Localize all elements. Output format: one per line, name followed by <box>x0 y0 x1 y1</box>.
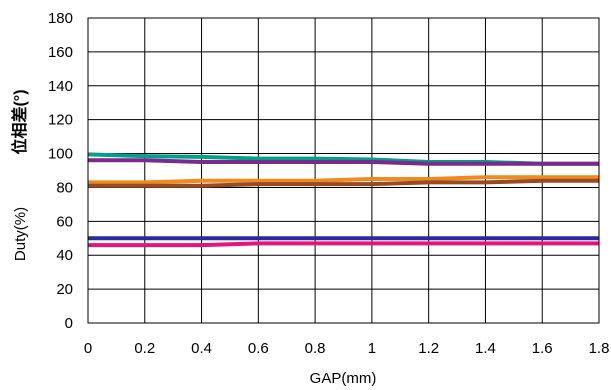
x-tick-label-9: 1.8 <box>589 340 610 357</box>
y-tick-label-6: 120 <box>48 112 73 129</box>
x-tick-label-5: 1 <box>368 340 376 357</box>
y-tick-label-5: 100 <box>48 146 73 163</box>
x-tick-label-1: 0.2 <box>134 340 155 357</box>
series-line-6 <box>88 241 599 248</box>
y-axis-title-duty: Duty(%) <box>12 207 29 261</box>
y-axis-title-phase: 位相差(°) <box>10 89 29 154</box>
plot-frame <box>87 17 600 324</box>
x-tick-label-4: 0.8 <box>305 340 326 357</box>
y-tick-label-1: 20 <box>56 281 73 298</box>
y-tick-label-3: 60 <box>56 213 73 230</box>
y-tick-label-0: 0 <box>65 315 73 332</box>
series-lines <box>87 152 599 248</box>
x-tick-label-3: 0.6 <box>248 340 269 357</box>
y-tick-labels: 0 20 40 60 80 100 120 140 160 180 <box>48 10 73 332</box>
series-line-4 <box>88 178 599 188</box>
y-tick-label-8: 160 <box>48 44 73 61</box>
x-tick-label-6: 1.2 <box>418 340 439 357</box>
y-tick-label-7: 140 <box>48 78 73 95</box>
x-tick-label-2: 0.4 <box>191 340 212 357</box>
x-tick-label-0: 0 <box>84 340 92 357</box>
x-tick-labels: 0 0.2 0.4 0.6 0.8 1 1.2 1.4 1.6 1.8 <box>84 340 610 357</box>
x-tick-label-8: 1.6 <box>532 340 553 357</box>
series-line-2 <box>88 158 599 166</box>
series-line-3 <box>88 175 599 185</box>
x-axis-title: GAP(mm) <box>310 370 377 387</box>
y-tick-label-9: 180 <box>48 10 73 27</box>
y-tick-label-4: 80 <box>56 179 73 196</box>
x-tick-label-7: 1.4 <box>475 340 496 357</box>
y-tick-label-2: 40 <box>56 247 73 264</box>
